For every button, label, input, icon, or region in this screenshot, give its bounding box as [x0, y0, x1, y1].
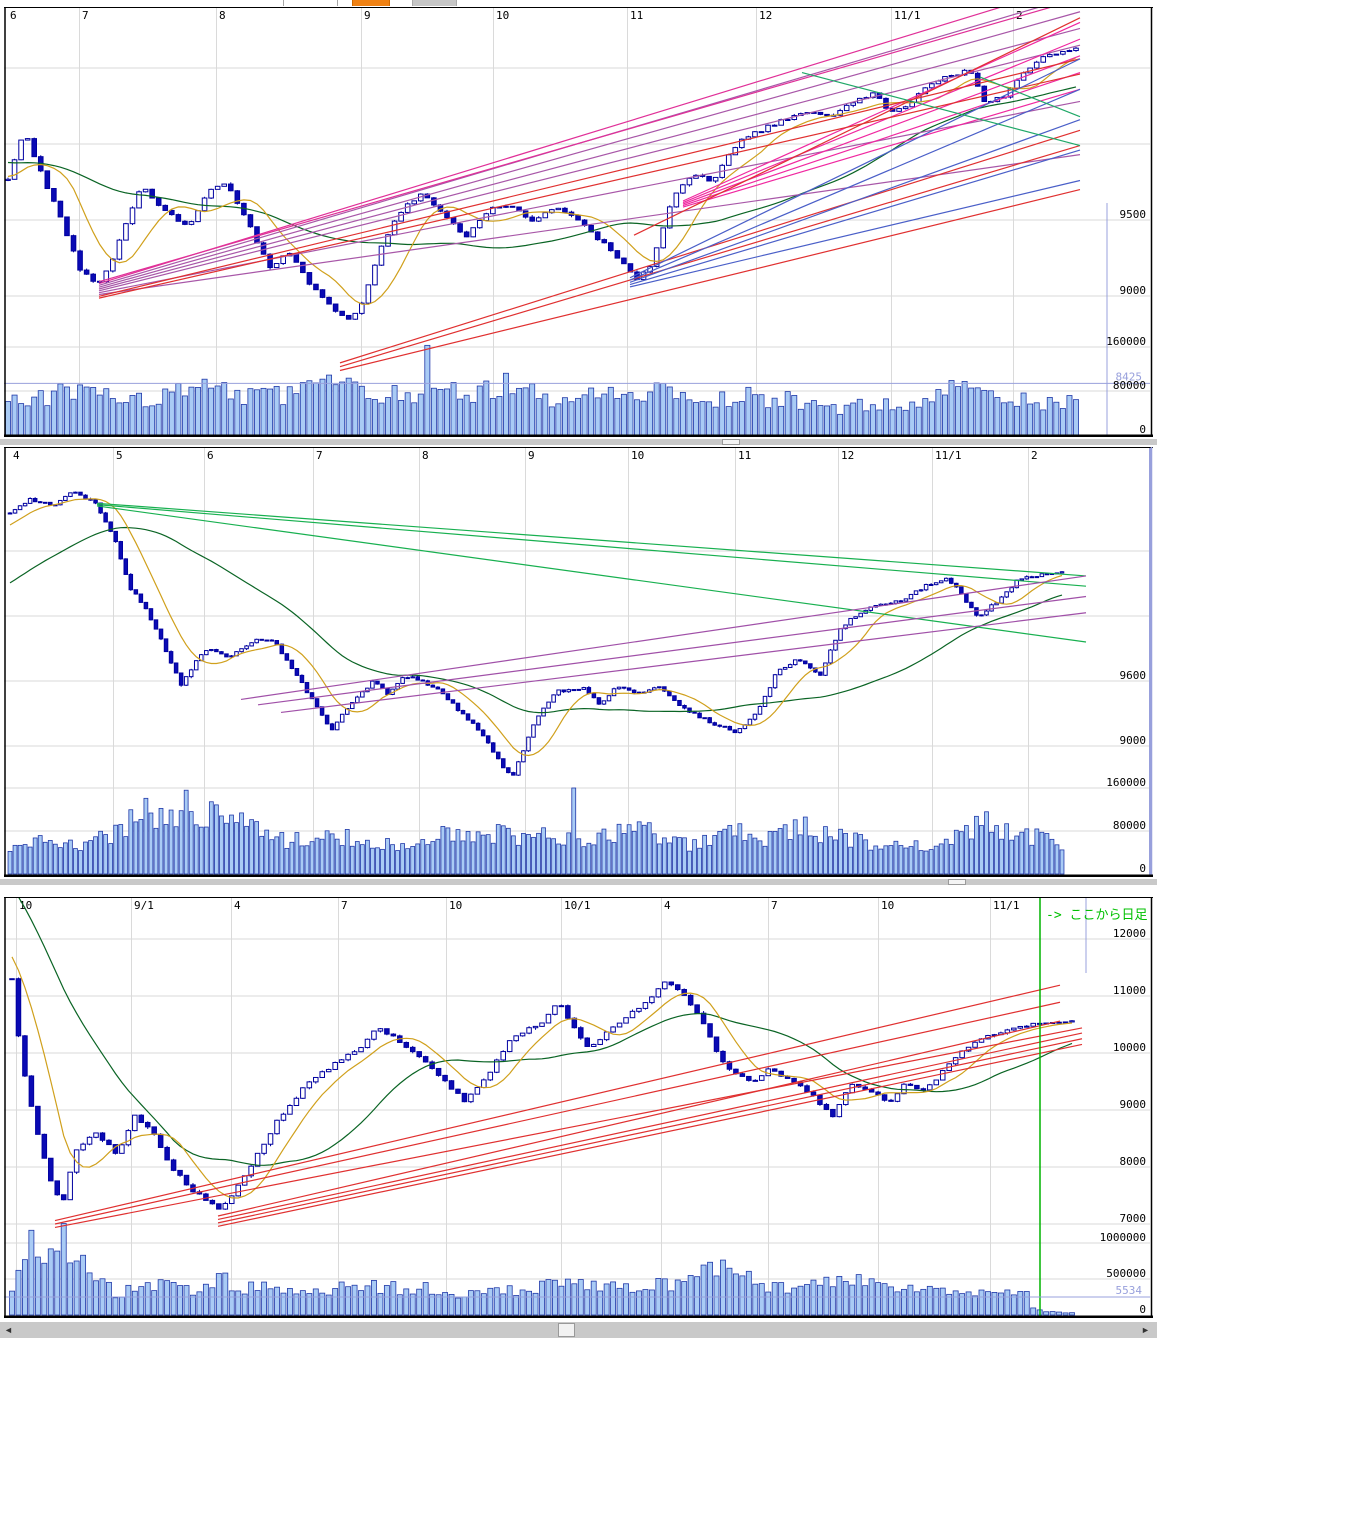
- svg-text:9500: 9500: [1120, 208, 1147, 221]
- svg-text:6: 6: [10, 9, 17, 22]
- svg-text:2: 2: [1016, 9, 1023, 22]
- chart2-horizontal-scrollbar[interactable]: [0, 879, 1157, 885]
- svg-text:0: 0: [1139, 862, 1146, 875]
- chart1-horizontal-scrollbar[interactable]: [0, 439, 1157, 445]
- svg-text:4: 4: [234, 899, 241, 912]
- svg-text:10: 10: [631, 449, 644, 462]
- svg-text:80000: 80000: [1113, 819, 1146, 832]
- svg-text:8: 8: [422, 449, 429, 462]
- svg-text:-> ここから日足: -> ここから日足: [1046, 908, 1147, 923]
- svg-text:9000: 9000: [1120, 1098, 1147, 1111]
- svg-text:11/1: 11/1: [935, 449, 962, 462]
- svg-text:11: 11: [738, 449, 751, 462]
- scroll-left-icon[interactable]: ◄: [4, 1325, 13, 1335]
- svg-text:12: 12: [759, 9, 772, 22]
- svg-text:80000: 80000: [1113, 379, 1146, 392]
- svg-text:8000: 8000: [1120, 1155, 1147, 1168]
- svg-text:11/1: 11/1: [993, 899, 1020, 912]
- bottom-horizontal-scrollbar[interactable]: ◄ ►: [0, 1322, 1157, 1338]
- svg-text:4: 4: [13, 449, 20, 462]
- svg-text:4: 4: [664, 899, 671, 912]
- svg-text:6: 6: [207, 449, 214, 462]
- daily-candlestick-chart[interactable]: 6 7 8 9 10 11 12 11/1 2 8425 9500 9000 160000 80000 0: [4, 7, 1154, 437]
- toolbar-button-right-cropped[interactable]: [412, 0, 457, 6]
- toolbar-button-middle-cropped[interactable]: [352, 0, 390, 6]
- svg-text:9000: 9000: [1120, 734, 1147, 747]
- toolbar-button-left-cropped[interactable]: [283, 0, 338, 6]
- svg-text:5534: 5534: [1116, 1284, 1143, 1297]
- scroll-right-icon[interactable]: ►: [1141, 1325, 1150, 1335]
- weekly-candlestick-chart[interactable]: 10 9/1 4 7 10 10/1 4 7 10 11/1 5534 -> ここから日足 12000 1…: [4, 897, 1154, 1318]
- svg-text:2: 2: [1031, 449, 1038, 462]
- chart1-scrollbar-thumb[interactable]: [722, 439, 740, 445]
- svg-text:10/1: 10/1: [564, 899, 591, 912]
- svg-text:9: 9: [364, 9, 371, 22]
- svg-text:9600: 9600: [1120, 669, 1147, 682]
- svg-text:10: 10: [881, 899, 894, 912]
- svg-text:0: 0: [1139, 1303, 1146, 1316]
- svg-text:7: 7: [316, 449, 323, 462]
- svg-text:7000: 7000: [1120, 1212, 1147, 1225]
- svg-text:7: 7: [341, 899, 348, 912]
- svg-text:11/1: 11/1: [894, 9, 921, 22]
- svg-text:5: 5: [116, 449, 123, 462]
- svg-text:10: 10: [19, 899, 32, 912]
- svg-text:11000: 11000: [1113, 984, 1146, 997]
- svg-text:0: 0: [1139, 423, 1146, 436]
- svg-text:7: 7: [771, 899, 778, 912]
- svg-text:12000: 12000: [1113, 927, 1146, 940]
- svg-text:7: 7: [82, 9, 89, 22]
- chart2-scrollbar-thumb[interactable]: [948, 879, 966, 885]
- svg-text:9: 9: [528, 449, 535, 462]
- svg-text:10: 10: [449, 899, 462, 912]
- svg-text:12: 12: [841, 449, 854, 462]
- svg-text:160000: 160000: [1106, 335, 1146, 348]
- bottom-scrollbar-thumb[interactable]: [558, 1323, 575, 1337]
- svg-text:10: 10: [496, 9, 509, 22]
- svg-text:1000000: 1000000: [1100, 1231, 1146, 1244]
- svg-text:10000: 10000: [1113, 1041, 1146, 1054]
- svg-text:8: 8: [219, 9, 226, 22]
- svg-text:8425: 8425: [1116, 370, 1143, 383]
- svg-text:11: 11: [630, 9, 643, 22]
- svg-text:500000: 500000: [1106, 1267, 1146, 1280]
- svg-text:160000: 160000: [1106, 776, 1146, 789]
- svg-text:9000: 9000: [1120, 284, 1147, 297]
- medium-candlestick-chart[interactable]: 4 5 6 7 8 9 10 11 12 11/1 2 9600 9000 160000 80000 0: [4, 447, 1154, 877]
- svg-text:9/1: 9/1: [134, 899, 154, 912]
